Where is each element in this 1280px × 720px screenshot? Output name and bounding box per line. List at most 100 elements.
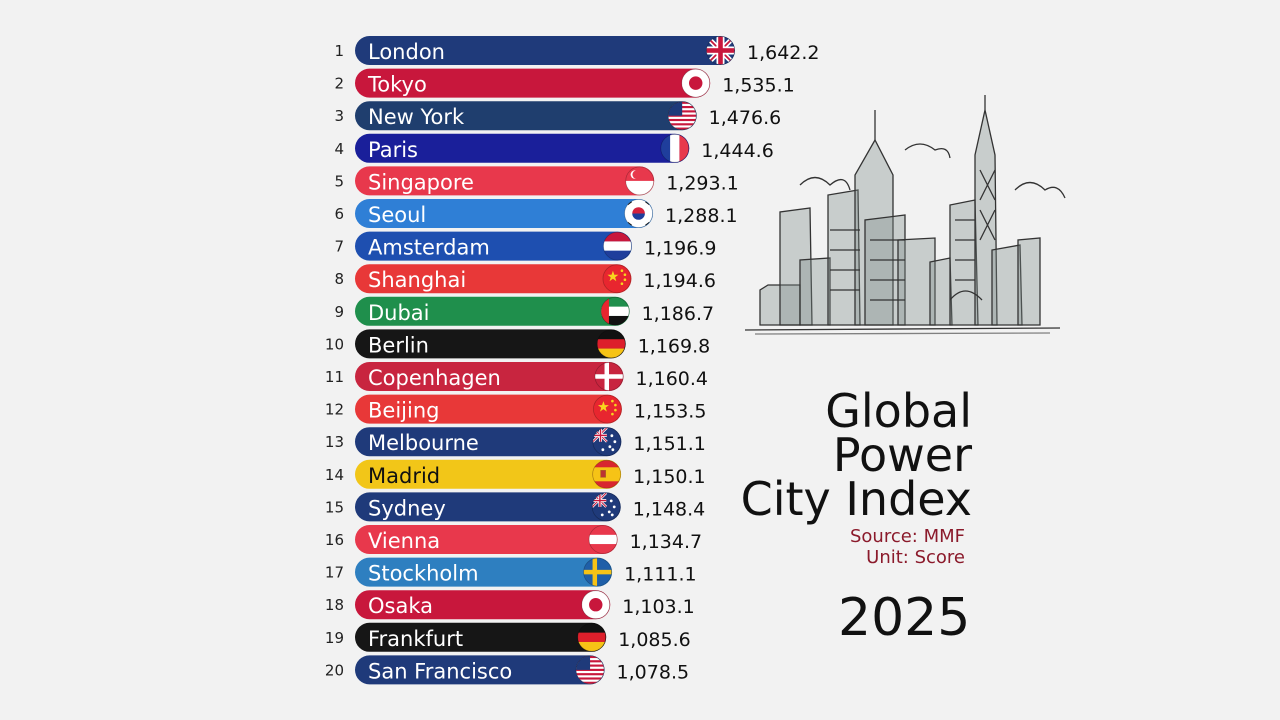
value-label: 1,103.1 <box>622 596 695 618</box>
netherlands-flag-icon <box>603 231 632 261</box>
rank-label: 13 <box>325 433 344 451</box>
city-label: Melbourne <box>368 431 479 455</box>
city-label: Berlin <box>368 333 429 357</box>
rank-label: 1 <box>334 42 344 60</box>
uk-flag-icon <box>706 36 735 65</box>
bar <box>355 492 621 522</box>
bar-row: 19 Frankfurt 1,085.6 <box>325 622 691 652</box>
bar <box>355 166 655 196</box>
bar-row: 8 Shanghai 1,194.6 <box>334 264 716 294</box>
sweden-flag-icon <box>583 557 613 587</box>
city-label: San Francisco <box>368 659 512 683</box>
australia-flag-icon <box>591 492 621 522</box>
austria-flag-icon <box>588 525 618 554</box>
bar-row: 9 Dubai 1,186.7 <box>334 296 715 326</box>
bar <box>355 264 632 294</box>
denmark-flag-icon <box>594 362 624 391</box>
bar <box>355 36 735 65</box>
rank-label: 15 <box>325 498 344 516</box>
rank-label: 2 <box>334 75 344 93</box>
spain-flag-icon <box>592 459 622 489</box>
city-label: Vienna <box>368 529 440 553</box>
value-label: 1,476.6 <box>709 107 782 129</box>
city-skyline-sketch-icon <box>744 95 1066 335</box>
city-label: Paris <box>368 138 418 162</box>
bar-row: 1 London 1,642.2 <box>334 36 820 65</box>
city-label: Madrid <box>368 464 440 488</box>
value-label: 1,150.1 <box>633 466 706 488</box>
rank-label: 19 <box>325 629 344 647</box>
rank-label: 3 <box>334 107 344 125</box>
bar-row: 3 New York 1,476.6 <box>334 101 782 131</box>
rank-label: 6 <box>334 205 344 223</box>
bar-row: 14 Madrid 1,150.1 <box>325 459 706 489</box>
rank-label: 4 <box>334 140 344 158</box>
value-label: 1,196.9 <box>644 238 717 260</box>
bar <box>355 590 611 620</box>
city-label: Copenhagen <box>368 366 501 390</box>
city-label: Sydney <box>368 496 446 520</box>
value-label: 1,288.1 <box>665 205 738 227</box>
bar-row: 4 Paris 1,444.6 <box>334 133 774 163</box>
chart-title-line-2: Power <box>832 428 972 482</box>
city-label: Amsterdam <box>368 236 490 260</box>
city-label: Beijing <box>368 399 439 423</box>
bar-row: 17 Stockholm 1,111.1 <box>325 557 697 587</box>
bar-row: 13 Melbourne 1,151.1 <box>325 427 706 457</box>
bar <box>355 133 690 163</box>
singapore-flag-icon <box>625 166 655 196</box>
rank-label: 14 <box>325 466 344 484</box>
rank-label: 9 <box>334 303 344 321</box>
china-flag-icon <box>593 394 622 424</box>
value-label: 1,535.1 <box>722 75 795 97</box>
bar <box>355 557 613 587</box>
city-label: Osaka <box>368 594 433 618</box>
rank-label: 5 <box>334 172 344 190</box>
chart-title-line-3: City Index <box>740 472 972 526</box>
usa-flag-icon <box>667 101 697 131</box>
rank-label: 8 <box>334 270 344 288</box>
city-label: Seoul <box>368 203 426 227</box>
usa-flag-icon <box>575 655 605 685</box>
bar <box>355 68 711 98</box>
value-label: 1,194.6 <box>643 270 716 292</box>
value-label: 1,160.4 <box>636 368 709 390</box>
unit-label: Unit: Score <box>866 547 965 568</box>
bar-row: 16 Vienna 1,134.7 <box>325 525 702 554</box>
bar <box>355 101 697 131</box>
value-label: 1,169.8 <box>638 335 711 357</box>
bar <box>355 427 622 457</box>
city-label: New York <box>368 105 465 129</box>
rank-label: 16 <box>325 531 344 549</box>
bar <box>355 362 624 391</box>
source-label: Source: MMF <box>849 526 965 547</box>
bar <box>355 622 607 652</box>
value-label: 1,444.6 <box>701 140 774 162</box>
france-flag-icon <box>660 133 690 163</box>
value-label: 1,153.5 <box>634 401 707 423</box>
rank-label: 7 <box>334 238 344 256</box>
value-label: 1,186.7 <box>642 303 715 325</box>
value-label: 1,642.2 <box>747 42 820 64</box>
city-label: Shanghai <box>368 268 466 292</box>
uae-flag-icon <box>600 296 630 326</box>
value-label: 1,148.4 <box>633 498 706 520</box>
bar-row: 7 Amsterdam 1,196.9 <box>334 231 717 261</box>
value-label: 1,134.7 <box>630 531 703 553</box>
bar-row: 20 San Francisco 1,078.5 <box>325 655 689 685</box>
china-flag-icon <box>602 264 632 294</box>
value-label: 1,111.1 <box>624 564 697 586</box>
japan-flag-icon <box>581 590 611 620</box>
rank-label: 12 <box>325 401 344 419</box>
value-label: 1,293.1 <box>666 172 739 194</box>
australia-flag-icon <box>592 427 622 457</box>
germany-flag-icon <box>596 329 626 359</box>
chart-title-line-1: Global <box>825 384 972 438</box>
bar-row: 11 Copenhagen 1,160.4 <box>325 362 708 391</box>
bar-row: 18 Osaka 1,103.1 <box>325 590 695 620</box>
south-korea-flag-icon <box>624 199 653 228</box>
city-label: London <box>368 40 445 64</box>
bar <box>355 655 605 685</box>
year-label: 2025 <box>838 588 971 648</box>
